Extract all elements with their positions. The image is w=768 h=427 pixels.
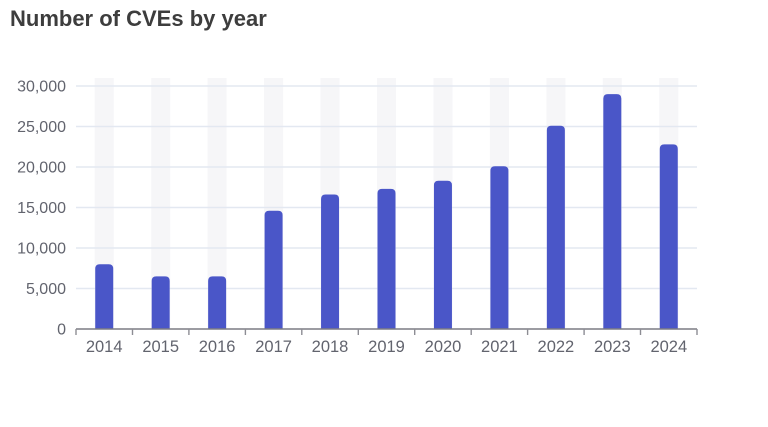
x-tick-label-2018: 2018 (312, 338, 349, 356)
bar-2019[interactable] (377, 188, 396, 329)
y-tick-label-10000: 10,000 (17, 241, 66, 258)
y-tick-label-5000: 5,000 (26, 281, 66, 298)
x-tick-label-2014: 2014 (86, 338, 123, 356)
bar-2016[interactable] (208, 276, 227, 329)
bar-2022[interactable] (546, 125, 565, 329)
y-tick-label-20000: 20,000 (17, 160, 66, 177)
y-tick-label-0: 0 (57, 322, 66, 339)
x-tick-label-2017: 2017 (255, 338, 292, 356)
bar-2018[interactable] (321, 194, 340, 329)
x-tick-label-2023: 2023 (594, 338, 631, 356)
bar-2015[interactable] (151, 276, 170, 329)
y-tick-label-25000: 25,000 (17, 119, 66, 136)
y-tick-label-30000: 30,000 (17, 79, 66, 96)
category-band-2015 (151, 78, 171, 329)
x-tick-label-2015: 2015 (142, 338, 179, 356)
bar-2014[interactable] (95, 264, 114, 329)
x-tick-label-2022: 2022 (538, 338, 575, 356)
bar-2023[interactable] (603, 94, 622, 329)
x-tick-label-2024: 2024 (650, 338, 687, 356)
y-tick-label-15000: 15,000 (17, 200, 66, 217)
x-tick-label-2021: 2021 (481, 338, 518, 356)
bar-2017[interactable] (264, 210, 283, 329)
x-tick-label-2016: 2016 (199, 338, 236, 356)
bar-2024[interactable] (659, 144, 678, 329)
category-band-2016 (207, 78, 227, 329)
bar-2020[interactable] (433, 180, 452, 329)
x-tick-label-2020: 2020 (425, 338, 462, 356)
x-tick-label-2019: 2019 (368, 338, 405, 356)
chart-title: Number of CVEs by year (10, 6, 267, 31)
bar-2021[interactable] (490, 166, 509, 329)
